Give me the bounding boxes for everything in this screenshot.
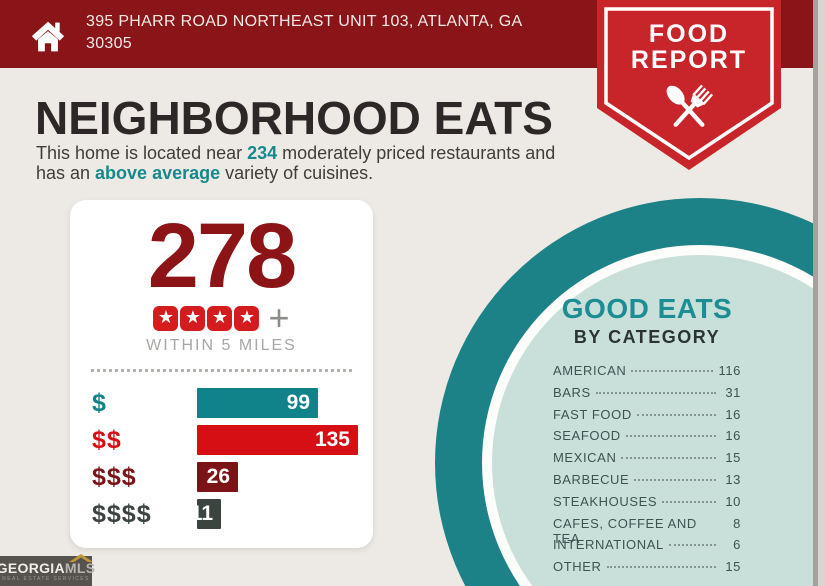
subtitle-accent-text: above average: [95, 163, 221, 183]
dotted-leader: [606, 566, 716, 569]
star-rating: ★ ★ ★ ★ +: [70, 296, 373, 338]
logo-text-georgia: GEORGIA: [0, 559, 65, 576]
category-label: STEAKHOUSES: [553, 493, 658, 509]
category-label: CAFES, COFFEE AND TEA: [553, 515, 697, 546]
address-line-2: 30305: [86, 35, 132, 52]
subtitle-text: moderately priced restaurants and: [277, 143, 556, 163]
star-icon: ★: [153, 305, 179, 331]
plus-icon: +: [268, 296, 290, 338]
logo-tagline: REAL ESTATE SERVICES: [2, 575, 90, 582]
category-label: INTERNATIONAL: [553, 537, 664, 553]
category-count: 15: [725, 559, 741, 575]
subtitle-accent-text: 234: [247, 143, 278, 163]
good-eats-subtitle: BY CATEGORY: [573, 327, 721, 347]
category-count: 10: [725, 493, 741, 509]
radius-label: WITHIN 5 MILES: [146, 337, 297, 354]
price-tier-bar: 11: [191, 499, 221, 529]
food-report-badge: FOOD REPORT: [597, 0, 781, 170]
price-tier-row: $$ 135: [92, 425, 373, 455]
category-count: 116: [718, 363, 741, 378]
category-label: AMERICAN: [553, 363, 627, 378]
category-row: BARS 31: [553, 385, 741, 407]
summary-sentence: This home is located near 234 moderately…: [36, 143, 616, 183]
address-line-1: 395 PHARR ROAD NORTHEAST UNIT 103, ATLAN…: [86, 13, 523, 30]
category-count: 13: [725, 471, 741, 487]
category-label: FAST FOOD: [553, 406, 632, 422]
price-tier-label: $: [92, 388, 107, 417]
category-list: AMERICAN 116 BARS 31 FAST FOOD 16 SEAFOOD 16 MEX…: [553, 363, 741, 581]
dotted-leader: [631, 370, 714, 372]
price-tier-bar: 135: [197, 425, 358, 455]
price-tier-value: 26: [206, 465, 230, 488]
category-count: 8: [733, 515, 741, 531]
category-count: 16: [725, 428, 741, 444]
category-row: CAFES, COFFEE AND TEA 8: [553, 515, 741, 546]
category-count: 6: [733, 537, 741, 553]
page-edge-shadow: [813, 0, 818, 586]
price-tier-bar: 26: [197, 462, 238, 492]
dashed-divider: [91, 369, 352, 372]
category-count: 16: [725, 406, 741, 422]
subtitle-text: has an: [36, 163, 96, 183]
dotted-leader: [595, 391, 716, 394]
star-icon: ★: [207, 305, 233, 331]
total-restaurants-count: 278: [147, 205, 298, 307]
category-label: BARBECUE: [553, 471, 630, 487]
price-tier-label: $$$$: [92, 499, 152, 528]
badge-title-line2: REPORT: [631, 46, 747, 74]
category-row: SEAFOOD 16: [553, 428, 741, 450]
category-row: STEAKHOUSES 10: [553, 494, 741, 516]
star-icon: ★: [234, 305, 260, 331]
price-tier-value: 11: [190, 502, 213, 525]
logo-roof-icon: [69, 553, 94, 562]
good-eats-title: GOOD EATS: [561, 293, 733, 324]
category-label: OTHER: [553, 559, 602, 575]
dotted-leader: [634, 478, 716, 481]
subtitle-text: variety of cuisines.: [220, 163, 374, 183]
price-tier-label: $$: [92, 425, 122, 454]
price-tier-row: $$$ 26: [92, 462, 373, 492]
badge-title-line1: FOOD: [649, 20, 729, 48]
category-row: BARBECUE 13: [553, 472, 741, 494]
category-label: BARS: [553, 384, 591, 400]
logo-text-mls: MLS: [64, 559, 96, 576]
price-tier-row: $$$$ 11: [92, 499, 373, 529]
category-row: OTHER 15: [553, 559, 741, 581]
dotted-leader: [625, 435, 716, 438]
dotted-leader: [668, 544, 716, 547]
georgia-mls-wordmark: GEORGIAMLS: [0, 553, 96, 576]
category-row: INTERNATIONAL 6: [553, 537, 741, 559]
star-icon: ★: [180, 305, 206, 331]
crossed-spoon-fork-icon: [666, 84, 714, 127]
category-row: MEXICAN 15: [553, 450, 741, 472]
category-row: FAST FOOD 16: [553, 407, 741, 429]
page-title: NEIGHBORHOOD EATS: [35, 92, 553, 144]
category-count: 31: [725, 384, 741, 400]
property-address: 395 PHARR ROAD NORTHEAST UNIT 103, ATLAN…: [86, 11, 606, 55]
good-eats-panel: GOOD EATS BY CATEGORY AMERICAN 116 BARS 31 F…: [553, 293, 741, 581]
category-row: AMERICAN 116: [553, 363, 741, 385]
dotted-leader: [636, 413, 716, 416]
subtitle-text: This home is located near: [36, 143, 248, 163]
restaurant-summary-card: 278 ★ ★ ★ ★ + WITHIN 5 MILES $99 $$ 135 $$$ 26 $$…: [70, 200, 373, 548]
price-tier-label: $$$: [92, 462, 137, 491]
price-tier-bar-chart: $99 $$ 135 $$$ 26 $$$$ 11: [92, 388, 373, 529]
price-tier-row: $99: [92, 388, 373, 418]
price-tier-value: 99: [286, 391, 310, 414]
dotted-leader: [621, 457, 716, 460]
price-tier-bar: 99: [197, 388, 318, 418]
category-label: MEXICAN: [553, 450, 617, 466]
georgia-mls-logo: GEORGIAMLS REAL ESTATE SERVICES: [0, 553, 96, 586]
dotted-leader: [662, 500, 716, 503]
home-icon: [31, 21, 65, 52]
category-label: SEAFOOD: [553, 428, 621, 444]
price-tier-value: 135: [314, 428, 350, 451]
category-count: 15: [725, 450, 741, 466]
